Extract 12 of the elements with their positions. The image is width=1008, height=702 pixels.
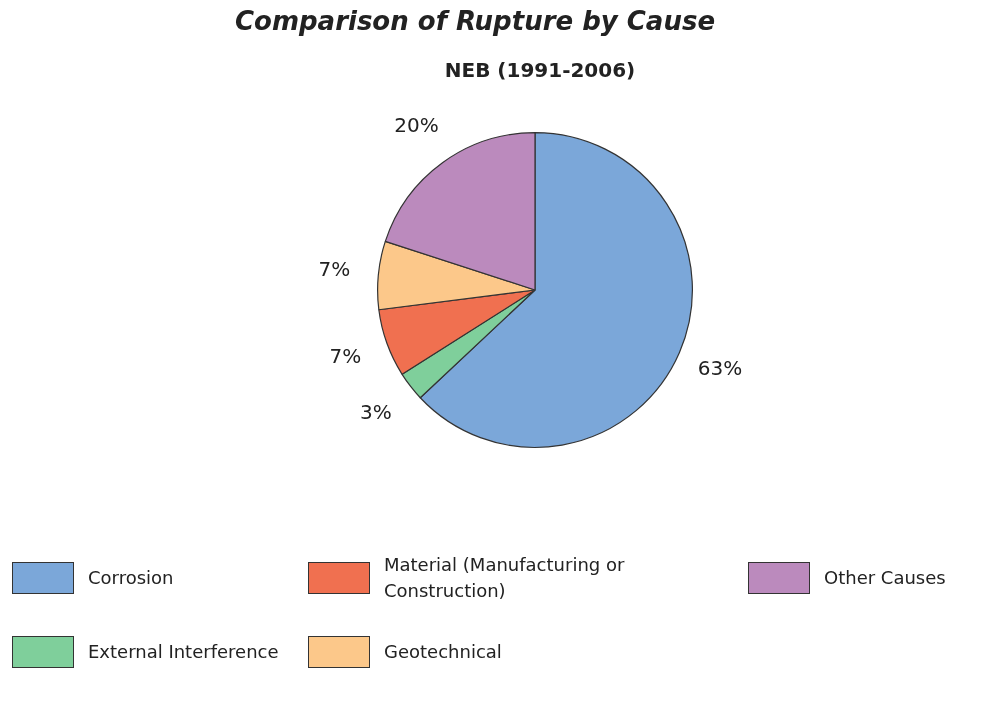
data-label: 3% [359,399,392,424]
legend-label: Other Causes [824,566,947,590]
legend-label: Material (Manufacturing or Construction) [384,553,626,603]
data-label: 63% [697,356,743,381]
data-label: 7% [318,257,351,282]
chart-subtitle: NEB (1991-2006) [443,58,637,82]
legend-label: Geotechnical [384,640,503,664]
data-label: 7% [329,344,362,369]
chart-title: Comparison of Rupture by Cause [233,6,717,36]
data-label: 20% [394,113,439,138]
legend-label: External Interference [88,640,280,664]
legend-label: Corrosion [88,566,175,590]
